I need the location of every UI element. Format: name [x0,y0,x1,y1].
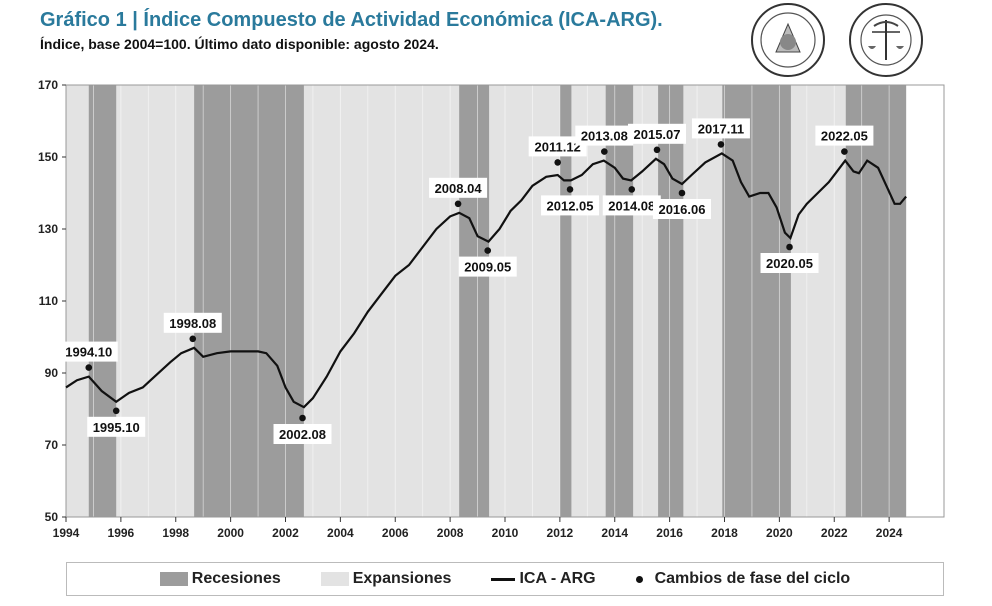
y-tick-label: 150 [38,150,58,164]
phase-change-label: 2022.05 [821,129,868,144]
chart-area: 50 70 90 110 130 150 170 1994 1996 1998 2000 2002 20… [38,78,945,540]
recession-band [605,85,634,517]
phase-change-dot [653,146,661,154]
legend-label: Expansiones [352,570,452,587]
x-tick-label: 1998 [162,526,189,540]
phase-change-dot [299,414,306,422]
x-tick-label: 2024 [876,526,903,540]
recession-band [194,85,304,517]
phase-label-box [273,424,332,444]
phase-change-label: 2013.08 [581,129,628,144]
phase-change-dot [717,141,725,148]
ica-arg-line [65,152,907,409]
recession-band [845,85,907,517]
phase-change-label: 2002.08 [279,427,326,442]
phase-label-box [628,123,687,144]
y-tick-label: 90 [45,366,59,380]
phase-change-dot [85,364,93,371]
y-tick-label: 70 [45,438,59,452]
phase-change-dot [554,159,561,166]
phase-change-label: 2020.05 [766,256,813,271]
x-tick-label: 2014 [601,526,628,540]
legend-recessions: Recesiones [159,570,281,588]
phase-change-dot [841,148,848,155]
x-tick-label: 2010 [492,526,519,540]
phase-label-box [541,195,600,216]
phase-change-dot [786,243,793,251]
recession-band [658,85,684,517]
phase-change-dot [484,247,492,254]
phase-change-label: 2016.06 [658,202,705,217]
phase-label-box [602,195,661,216]
x-tick-label: 1994 [53,526,80,540]
y-tick-label: 130 [38,222,58,236]
phase-label-box [815,125,874,146]
legend-expansions: Expansiones [320,570,452,588]
legend: Recesiones Expansiones ICA - ARG Cambios… [66,562,944,596]
recession-band [459,85,490,517]
phase-change-dot [566,186,574,193]
x-tick-label: 2022 [821,526,848,540]
phase-change-label: 1998.08 [169,316,216,331]
phase-change-label: 1994.10 [65,345,112,360]
recession-band [722,85,791,517]
phase-change-label: 1995.10 [93,420,140,435]
x-tick-label: 2012 [547,526,574,540]
phase-change-label: 2015.07 [634,127,681,142]
phase-change-dot [628,186,636,193]
x-tick-label: 2016 [656,526,683,540]
phase-label-box [429,177,488,198]
x-tick-label: 2002 [272,526,299,540]
phase-label-box [760,253,819,273]
chart-title: Gráfico 1 | Índice Compuesto de Activida… [40,9,663,31]
phase-change-dot [454,200,462,208]
x-tick-label: 2004 [327,526,354,540]
y-tick-label: 110 [39,294,59,308]
recession-band [559,85,572,517]
legend-line: ICA - ARG [491,570,596,588]
line-swatch [491,577,516,581]
x-tick-label: 2018 [711,526,738,540]
chart-subtitle: Índice, base 2004=100. Último dato dispo… [40,36,439,52]
y-tick-label: 170 [38,78,58,92]
bolsa-santa-fe-seal-logo [751,3,825,77]
phase-change-dot [112,407,120,415]
legend-label: Recesiones [191,570,281,587]
dot-swatch [635,575,643,583]
legend-label: Cambios de fase del ciclo [654,570,851,587]
x-tick-label: 1996 [108,526,135,540]
phase-label-box [163,312,222,333]
phase-label-box [458,256,517,277]
x-tick-label: 2006 [382,526,409,540]
phase-label-box [575,125,634,146]
phase-change-label: 2009.05 [464,260,511,275]
x-tick-label: 2000 [217,526,244,540]
phase-label-box [87,416,146,437]
expansion-swatch [320,572,349,586]
phase-change-dot [601,148,608,155]
phase-label-box [59,341,118,362]
x-tick-label: 2020 [766,526,793,540]
phase-label-box [691,118,750,139]
bolsa-rosario-seal-logo [849,3,923,77]
phase-change-label: 2017.11 [698,121,744,136]
phase-label-box [528,136,587,157]
phase-change-label: 2014.08 [608,198,655,213]
x-tick-label: 2008 [437,526,464,540]
legend-dots: Cambios de fase del ciclo [635,570,851,588]
recession-swatch [159,572,188,586]
phase-change-label: 2008.04 [435,181,483,196]
phase-change-dot [678,189,686,197]
recession-band [88,85,117,517]
y-tick-label: 50 [45,510,59,524]
legend-label: ICA - ARG [519,570,596,587]
phase-change-dot [189,335,197,343]
phase-change-label: 2011.12 [535,139,581,154]
phase-label-box [652,199,711,219]
phase-change-label: 2012.05 [547,198,594,213]
